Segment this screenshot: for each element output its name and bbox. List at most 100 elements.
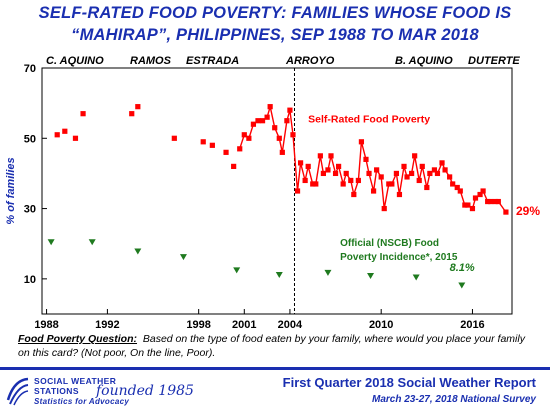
srfp-data-point [255, 118, 261, 124]
srfp-series-markers [54, 104, 509, 215]
srfp-data-point [343, 170, 349, 177]
srfp-data-point [80, 111, 86, 117]
srfp-data-point [284, 118, 290, 124]
srfp-data-point [488, 198, 494, 205]
official-data-point [88, 239, 96, 246]
srfp-data-point [396, 191, 403, 198]
question-text: Based on the type of food eaten by your … [18, 333, 525, 359]
y-tick-label: 70 [24, 63, 36, 75]
x-tick-label: 2010 [369, 319, 393, 331]
admin-label-arroyo: ARROYO [286, 55, 335, 67]
srfp-data-point [454, 184, 460, 191]
srfp-data-point [419, 163, 425, 169]
plot-area [41, 67, 513, 315]
srfp-data-point [370, 188, 377, 194]
srfp-data-point [469, 205, 476, 212]
footer-divider [0, 367, 550, 370]
admin-label-duterte: DUTERTE [468, 55, 520, 67]
srfp-data-point [317, 153, 323, 159]
srfp-data-point [450, 181, 456, 187]
logo-founded: founded 1985 [96, 383, 194, 399]
official-data-point [179, 254, 187, 261]
srfp-data-point [389, 181, 395, 187]
srfp-data-point [485, 198, 491, 205]
srfp-data-point [355, 177, 361, 184]
srfp-data-point [246, 135, 252, 141]
srfp-data-point [363, 156, 369, 162]
srfp-data-point [135, 104, 141, 110]
srfp-data-point [431, 167, 438, 173]
srfp-data-point [336, 163, 342, 169]
srfp-data-point [320, 170, 326, 177]
logo-org-line-2: STATIONS [34, 386, 79, 396]
srfp-data-point [472, 195, 479, 201]
srfp-data-point [351, 191, 357, 198]
srfp-data-point [366, 170, 372, 177]
srfp-data-point [209, 142, 215, 148]
srfp-data-point [313, 181, 319, 187]
sws-logo-mark-icon [6, 377, 29, 406]
srfp-data-point [378, 174, 384, 180]
srfp-data-point [200, 139, 206, 145]
srfp-data-point [393, 170, 400, 177]
srfp-data-point [340, 181, 346, 187]
srfp-data-point [447, 174, 453, 180]
srfp-data-point [171, 135, 177, 141]
title-line-2: “MAHIRAP”, PHILIPPINES, SEP 1988 TO MAR … [71, 26, 479, 44]
srfp-data-point [442, 167, 448, 173]
admin-label-ramos: RAMOS [130, 55, 171, 67]
report-title: First Quarter 2018 Social Weather Report [282, 375, 536, 390]
srfp-data-point [404, 174, 410, 180]
srfp-data-point [231, 163, 237, 169]
srfp-data-point [264, 114, 270, 120]
srfp-data-point [287, 107, 293, 113]
chart-title: SELF-RATED FOOD POVERTY: FAMILIES WHOSE … [0, 2, 550, 46]
official-data-point [324, 269, 332, 276]
x-tick-label: 2016 [460, 319, 484, 331]
admin-label-c-aquino: C. AQUINO [46, 55, 104, 67]
logo-org-line-1: SOCIAL WEATHER [34, 376, 117, 386]
srfp-data-point [409, 170, 415, 177]
report-subtitle: March 23-27, 2018 National Survey [372, 394, 536, 405]
srfp-data-point [294, 188, 301, 194]
srfp-data-point [325, 167, 331, 173]
sws-logo: SOCIAL WEATHER STATIONS founded 1985 Sta… [6, 374, 226, 410]
srfp-data-point [381, 205, 387, 212]
srfp-data-point [259, 118, 266, 124]
srfp-data-point [495, 198, 501, 205]
srfp-data-point [237, 146, 243, 152]
srfp-data-point [297, 160, 304, 166]
srfp-data-point [434, 170, 441, 177]
srfp-data-point [348, 177, 354, 184]
srfp-data-point [358, 139, 365, 145]
srfp-data-point [54, 132, 60, 138]
official-data-point [458, 282, 466, 289]
srfp-data-point [276, 135, 282, 141]
y-tick-label: 50 [24, 133, 36, 145]
srfp-data-point [241, 132, 247, 138]
srfp-data-point [439, 160, 445, 166]
srfp-data-point [62, 128, 68, 134]
official-data-point [134, 248, 142, 255]
official-data-point [233, 267, 241, 274]
srfp-data-point [427, 170, 433, 177]
srfp-data-point [272, 125, 278, 131]
srfp-data-point [503, 209, 509, 215]
srfp-data-point [250, 121, 257, 127]
srfp-data-point [310, 181, 316, 187]
srfp-data-point [332, 170, 339, 177]
srfp-data-point [477, 191, 483, 198]
srfp-data-point [302, 177, 308, 184]
srfp-data-point [480, 188, 486, 194]
srfp-data-point [492, 198, 498, 205]
x-tick-label: 1992 [95, 319, 119, 331]
official-data-point [47, 239, 55, 246]
official-series-markers [47, 239, 466, 289]
srfp-data-point [279, 149, 285, 155]
srfp-data-point [457, 188, 463, 194]
srfp-data-point [462, 202, 468, 208]
question-label: Food Poverty Question: [18, 333, 138, 345]
srfp-data-point [374, 167, 380, 173]
x-tick-label: 1988 [34, 319, 58, 331]
